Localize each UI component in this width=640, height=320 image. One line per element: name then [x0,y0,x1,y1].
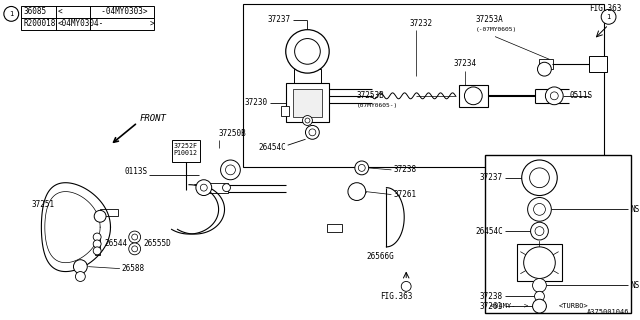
Text: 37237: 37237 [480,173,503,182]
Circle shape [129,231,141,243]
Bar [327,224,342,232]
Text: FRONT: FRONT [140,114,166,123]
Circle shape [200,184,207,191]
Circle shape [545,87,563,105]
Circle shape [401,281,411,291]
Text: 0511S: 0511S [569,91,592,100]
Bar [292,89,323,116]
Text: FIG.363: FIG.363 [589,4,621,13]
Circle shape [348,183,365,200]
Text: <04MY0304-: <04MY0304- [58,19,104,28]
Circle shape [223,184,230,192]
Text: NS: NS [630,281,639,290]
Circle shape [93,233,101,241]
Bar [294,69,321,84]
Circle shape [535,227,544,236]
Circle shape [309,129,316,136]
Text: 1: 1 [9,11,13,17]
Circle shape [129,243,141,255]
Text: 37252F: 37252F [173,143,197,149]
Text: 1: 1 [607,14,611,20]
Circle shape [534,204,545,215]
Text: 37253B: 37253B [357,91,385,100]
Circle shape [74,260,87,274]
Circle shape [532,299,547,313]
Circle shape [524,247,556,278]
Circle shape [527,197,551,221]
Text: NS: NS [630,205,639,214]
Circle shape [465,87,482,105]
Bar [458,85,488,107]
Bar [281,106,289,116]
Text: 26544: 26544 [104,239,127,248]
Circle shape [522,160,557,196]
Bar [95,237,100,255]
Circle shape [93,240,101,248]
Text: <TURBO>: <TURBO> [559,303,589,309]
Circle shape [532,278,547,292]
Circle shape [76,272,85,281]
Text: 37230: 37230 [245,98,268,107]
Circle shape [305,125,319,139]
Bar [209,183,228,193]
Circle shape [305,118,310,123]
Text: 37232: 37232 [409,19,432,28]
Text: 37251: 37251 [31,200,54,209]
Text: A375001046: A375001046 [587,309,629,315]
Text: -04MY0303>: -04MY0303> [92,7,148,16]
Text: <: < [58,7,62,16]
Text: 37237: 37237 [268,15,291,24]
Text: 26566G: 26566G [367,252,394,261]
Text: 26555D: 26555D [143,239,172,248]
Bar [172,140,200,162]
Circle shape [531,222,548,240]
Circle shape [534,291,545,301]
Circle shape [530,168,549,188]
Text: >: > [150,19,154,28]
Circle shape [132,246,138,252]
Text: 37250B: 37250B [219,129,246,138]
Circle shape [538,62,551,76]
Text: 37261: 37261 [394,190,417,199]
Circle shape [285,30,329,73]
Text: 37238: 37238 [480,292,503,301]
Circle shape [225,165,236,175]
Bar [100,209,118,216]
Text: <04MY-  >: <04MY- > [490,303,529,309]
Text: FIG.363: FIG.363 [380,292,413,301]
Text: 37261: 37261 [480,302,503,311]
Circle shape [358,164,365,171]
Text: (07MY0605-): (07MY0605-) [357,103,398,108]
Text: 37234: 37234 [454,59,477,68]
Circle shape [4,6,19,21]
Circle shape [294,39,320,64]
Text: 26588: 26588 [122,264,145,273]
Bar [485,155,631,313]
Text: 36085: 36085 [23,7,46,16]
Text: 37238: 37238 [394,165,417,174]
Circle shape [355,161,369,175]
Text: 26454C: 26454C [475,227,503,236]
Text: 37253A: 37253A [476,15,503,24]
Circle shape [221,160,240,180]
Circle shape [550,92,558,100]
Text: 0113S: 0113S [124,167,147,176]
Bar [21,6,154,18]
Text: P10012: P10012 [173,150,197,156]
Text: (-07MY0605): (-07MY0605) [476,27,516,32]
Bar [540,59,554,69]
Circle shape [93,247,101,255]
Circle shape [303,116,312,125]
Circle shape [94,210,106,222]
Bar [589,56,607,72]
Bar [243,4,604,167]
Text: R200018: R200018 [23,19,56,28]
Circle shape [601,9,616,24]
Text: 26454C: 26454C [258,143,285,152]
Bar [516,244,562,281]
Circle shape [132,234,138,240]
Bar [285,83,329,123]
Bar [21,18,154,30]
Circle shape [196,180,212,196]
